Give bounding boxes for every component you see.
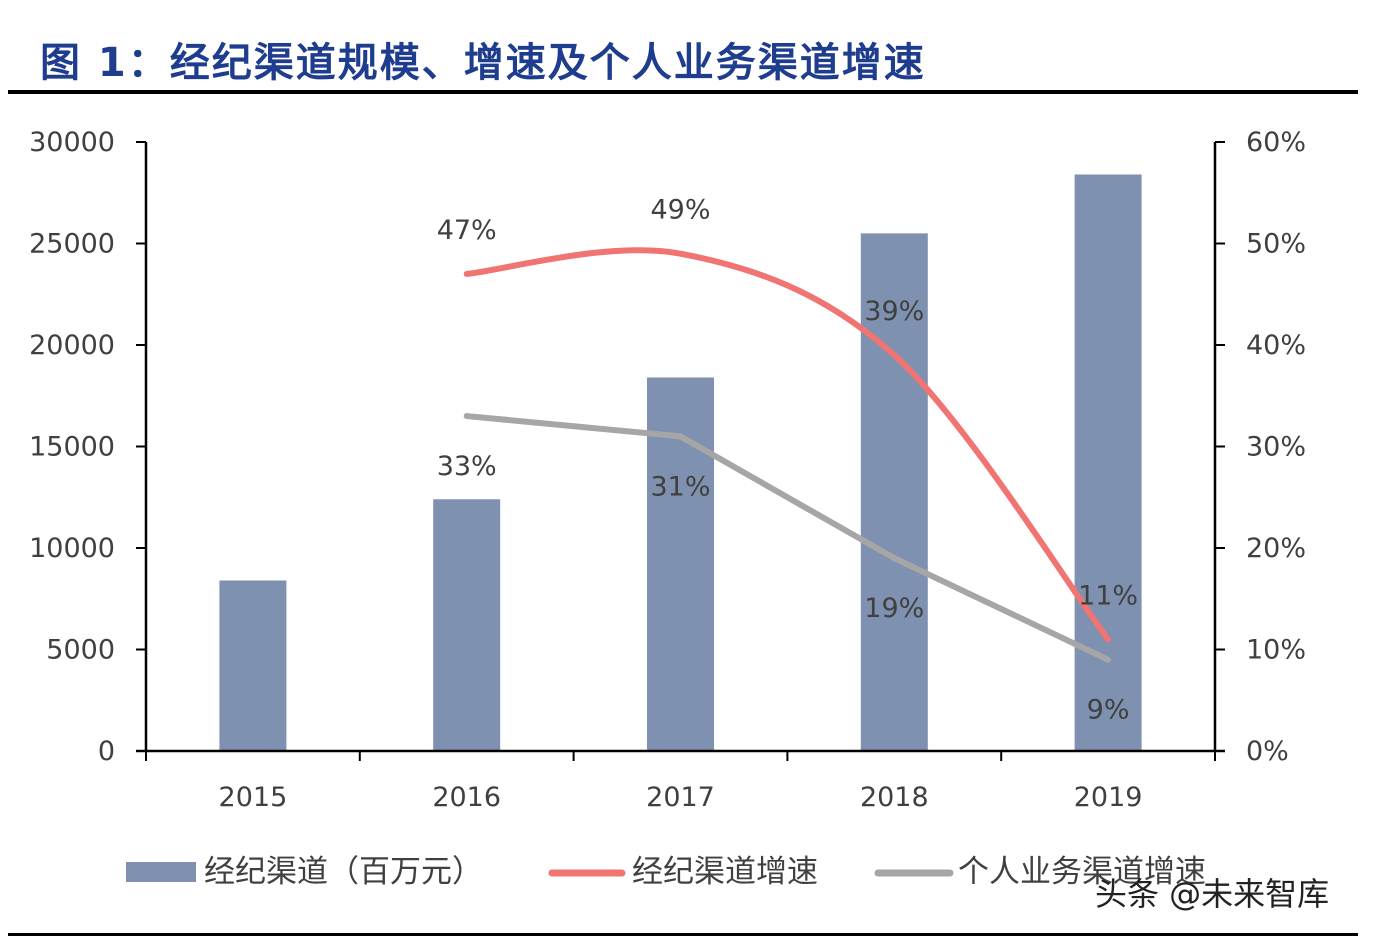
legend-swatch-bar [126,862,196,882]
bar-2015 [219,580,287,751]
line-personal-growth [463,413,1112,663]
legend-label: 个人业务渠道增速 [958,854,1206,890]
data-label: 47% [437,215,497,246]
data-label: 9% [1087,695,1130,726]
legend-label: 经纪渠道（百万元） [204,854,483,890]
x-tick-label: 2018 [860,782,929,813]
left-tick-label: 30000 [29,127,115,158]
data-label: 31% [650,471,710,502]
bar-2016 [433,499,501,751]
right-tick-label: 30% [1246,432,1306,463]
left-tick-label: 0 [98,736,115,767]
data-label: 39% [864,296,924,327]
left-tick-label: 15000 [29,432,115,463]
left-tick-label: 25000 [29,229,115,260]
right-tick-label: 40% [1246,330,1306,361]
line-broker-growth [463,247,1112,643]
x-tick-label: 2019 [1074,782,1143,813]
right-tick-label: 60% [1246,127,1306,158]
x-tick-label: 2015 [219,782,288,813]
watermark: 头条 @未来智库 [1095,875,1329,913]
right-tick-label: 50% [1246,229,1306,260]
title-rule [8,90,1358,94]
right-tick-label: 20% [1246,533,1306,564]
right-tick-label: 10% [1246,635,1306,666]
bottom-rule [8,933,1358,936]
x-tick-label: 2017 [646,782,715,813]
left-tick-label: 20000 [29,330,115,361]
data-label: 49% [650,195,710,226]
left-tick-label: 5000 [46,635,115,666]
bar-2019 [1074,174,1142,752]
chart-title: 图 1：经纪渠道规模、增速及个人业务渠道增速 [40,40,926,86]
bar-2018 [860,233,928,752]
data-label: 11% [1078,580,1138,611]
data-label: 19% [864,593,924,624]
data-label: 33% [437,451,497,482]
x-tick-label: 2016 [432,782,501,813]
left-tick-label: 10000 [29,533,115,564]
legend-label: 经纪渠道增速 [632,854,818,890]
right-tick-label: 0% [1246,736,1289,767]
